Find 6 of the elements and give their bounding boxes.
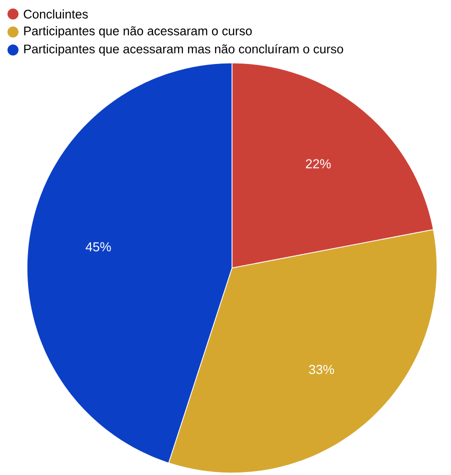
legend-label: Participantes que não acessaram o curso: [24, 26, 252, 38]
data-label: 33%: [309, 364, 334, 374]
data-label: 45%: [86, 242, 111, 252]
legend-label: Participantes que acessaram mas não concluíram o curso: [24, 44, 344, 56]
data-label: 22%: [306, 159, 331, 168]
legend-label: Concluintes: [24, 9, 88, 19]
